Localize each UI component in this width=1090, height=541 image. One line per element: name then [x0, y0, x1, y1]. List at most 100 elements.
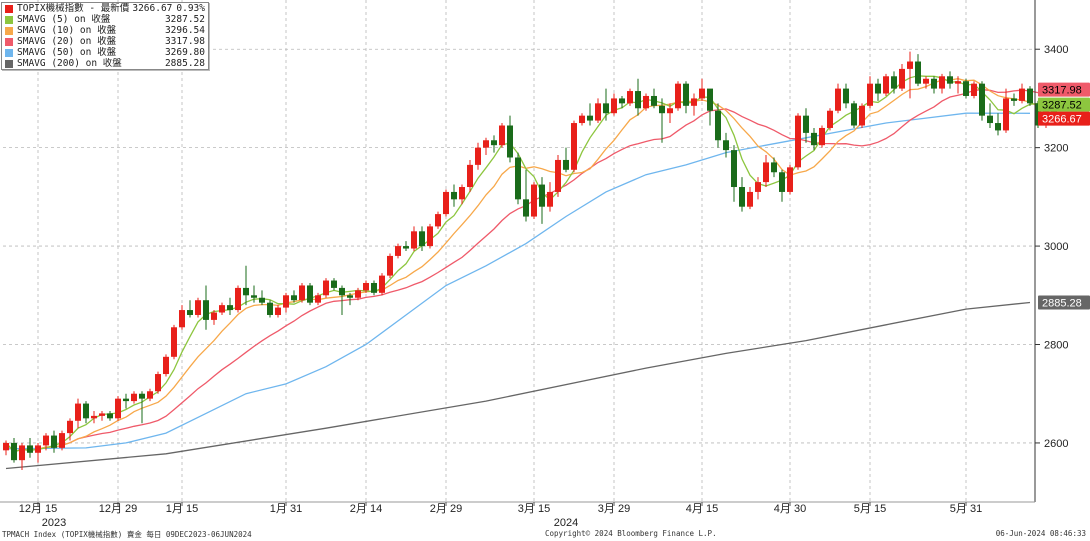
ma-line-10: [5, 78, 1055, 453]
candle-body: [211, 312, 217, 320]
candle-body: [131, 393, 137, 402]
legend-label: SMAVG (20) on 收盤: [17, 36, 117, 47]
legend-value: 3287.52: [164, 14, 205, 25]
candle-body: [779, 172, 785, 192]
legend-label: SMAVG (50) on 收盤: [17, 47, 117, 58]
candle-body: [651, 95, 657, 106]
candle-body: [1027, 88, 1033, 104]
candle-body: [139, 393, 145, 399]
legend-row-sma200: SMAVG (200) on 收盤 2885.28: [2, 58, 208, 69]
candle-body: [195, 300, 201, 315]
legend-swatch-sma50: [5, 48, 13, 57]
candle-body: [1003, 98, 1009, 131]
candle-body: [691, 98, 697, 106]
candle-body: [907, 61, 913, 69]
legend-row-sma50: SMAVG (50) on 收盤 3269.80: [2, 47, 208, 58]
footer-source: TPMACH Index (TOPIX機械指數) 賣金 每日 09DEC2023…: [2, 530, 252, 539]
candle-body: [555, 159, 561, 192]
candle-body: [203, 300, 209, 320]
candle-body: [443, 191, 449, 215]
legend-value: 3269.80: [164, 47, 205, 58]
candle-body: [963, 81, 969, 96]
candle-body: [499, 125, 505, 146]
y-tick-label: 2800: [1044, 340, 1068, 352]
candle-body: [411, 231, 417, 249]
candle-body: [603, 103, 609, 114]
candle-body: [899, 68, 905, 89]
candle-body: [483, 140, 489, 148]
candle-body: [827, 110, 833, 128]
candle-body: [315, 295, 321, 303]
x-tick-label: 3月 29: [598, 503, 630, 515]
legend-label: TOPIX機械指數 - 最新價: [17, 3, 130, 14]
ma-line-20: [5, 89, 1055, 453]
candle-body: [427, 226, 433, 247]
candle-body: [947, 76, 953, 84]
x-tick-label: 12月 15: [19, 503, 58, 515]
candle-body: [787, 167, 793, 192]
x-tick-label: 1月 31: [270, 503, 302, 515]
candle-body: [939, 76, 945, 89]
legend-swatch-sma200: [5, 59, 13, 68]
candle-body: [611, 98, 617, 114]
candle-body: [723, 140, 729, 151]
candle-body: [459, 187, 465, 200]
price-label-text: 3287.52: [1042, 100, 1082, 112]
legend-value: 3266.67: [132, 3, 173, 14]
x-tick-label: 5月 15: [854, 503, 886, 515]
y-tick-label: 3200: [1044, 143, 1068, 155]
candle-body: [179, 310, 185, 328]
candle-body: [571, 123, 577, 170]
candle-body: [403, 246, 409, 249]
candle-body: [323, 280, 329, 296]
candle-body: [283, 295, 289, 308]
x-axis-ticks: 12月 15 12月 29 1月 15 1月 31 2月 14 2月 29 3月 15 3月 …: [19, 502, 982, 529]
price-label-box: [1038, 82, 1090, 97]
candle-body: [419, 231, 425, 247]
candle-body: [491, 140, 497, 146]
candle-body: [251, 295, 257, 298]
candle-body: [59, 433, 65, 448]
candle-body: [731, 150, 737, 188]
candle-body: [843, 88, 849, 104]
candle-body: [835, 88, 841, 111]
y-tick-label: 3000: [1044, 241, 1068, 253]
candle-body: [1019, 88, 1025, 101]
x-tick-label: 4月 15: [686, 503, 718, 515]
candle-body: [91, 415, 97, 419]
legend-swatch-sma5: [5, 15, 13, 24]
candle-body: [579, 115, 585, 124]
candle-body: [291, 295, 297, 301]
candle-body: [635, 91, 641, 109]
footer-timestamp: 06-Jun-2024 08:46:33: [995, 529, 1086, 538]
ma-line-200: [5, 301, 1031, 470]
candle-body: [803, 115, 809, 133]
moving-average-lines: [5, 75, 1055, 470]
candle-body: [523, 199, 529, 217]
candle-body: [883, 76, 889, 94]
candle-body: [987, 115, 993, 124]
candle-body: [875, 83, 881, 94]
candle-body: [979, 83, 985, 116]
candle-body: [859, 105, 865, 126]
candle-body: [243, 287, 249, 296]
candle-body: [795, 115, 801, 168]
x-tick-label: 5月 31: [950, 503, 982, 515]
candle-body: [915, 61, 921, 84]
candle-body: [379, 275, 385, 293]
candle-body: [371, 282, 377, 293]
legend-swatch-price: [5, 4, 13, 13]
x-tick-label: 3月 15: [518, 503, 550, 515]
candle-body: [475, 147, 481, 165]
candle-body: [171, 327, 177, 357]
legend-row-price: TOPIX機械指數 - 最新價 3266.67 0.93%: [2, 3, 208, 14]
candle-body: [451, 191, 457, 200]
footer-copyright: Copyright© 2024 Bloomberg Finance L.P.: [545, 529, 717, 538]
price-label-box: [1038, 111, 1090, 126]
candle-body: [931, 78, 937, 89]
candle-body: [355, 290, 361, 298]
candle-body: [123, 398, 129, 402]
legend-label: SMAVG (10) on 收盤: [17, 25, 117, 36]
x-year-label: 2024: [554, 517, 578, 529]
